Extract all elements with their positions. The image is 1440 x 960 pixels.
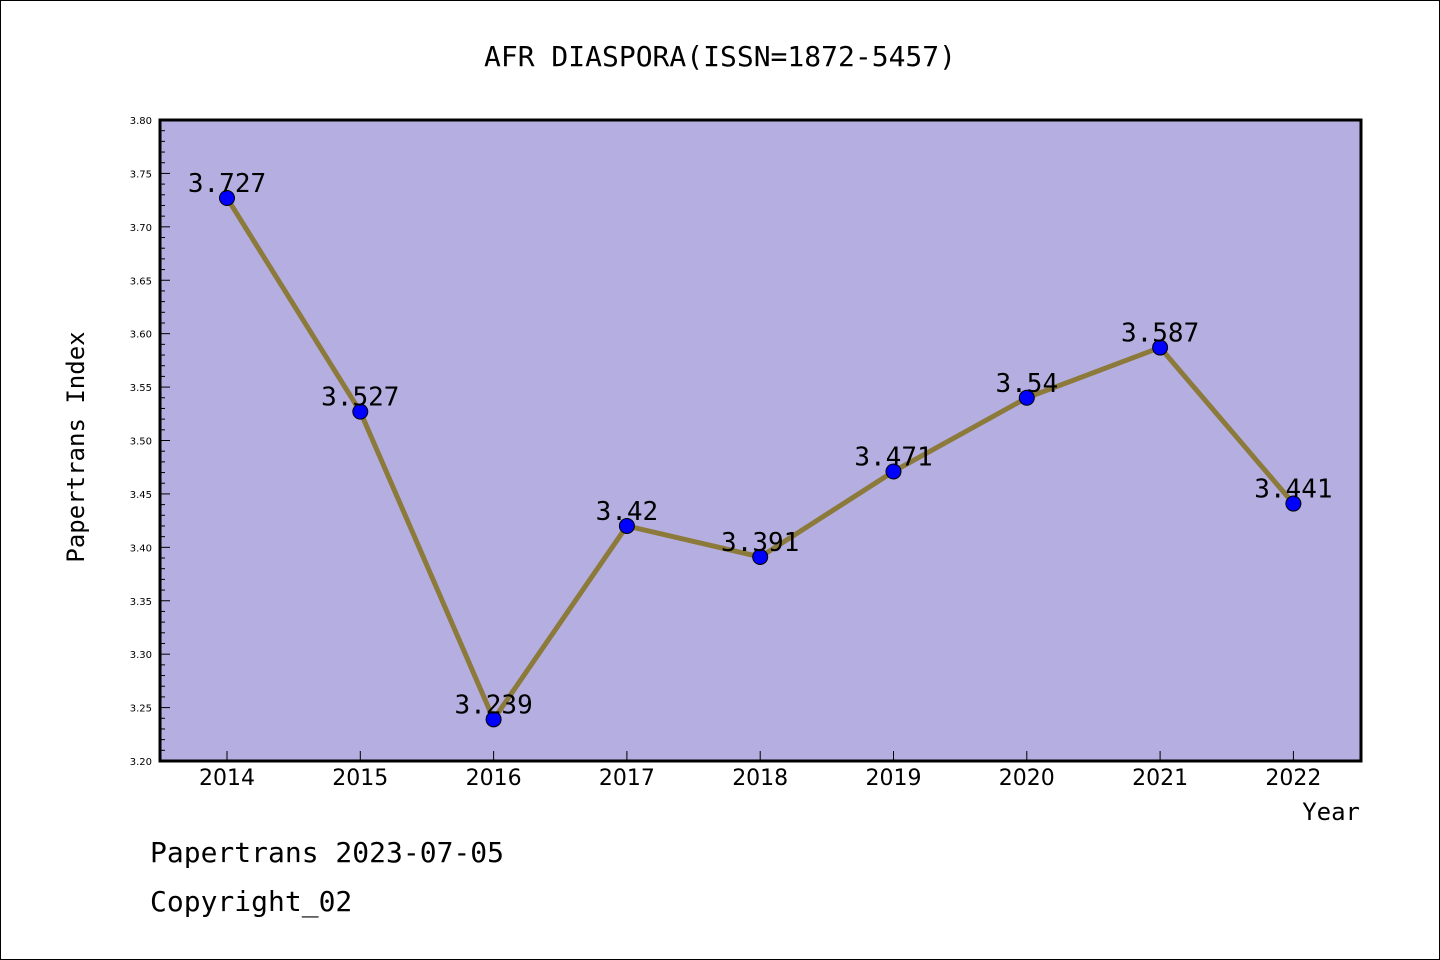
x-tick-label: 2020 <box>999 766 1055 791</box>
data-label: 3.239 <box>454 690 532 720</box>
data-point <box>219 189 235 206</box>
y-tick-label: 3.50 <box>130 437 152 448</box>
y-tick-label: 3.60 <box>130 330 152 341</box>
y-axis-label: Papertrans Index <box>62 331 90 562</box>
data-label: 3.391 <box>721 528 799 558</box>
y-tick-label: 3.40 <box>130 543 152 554</box>
data-point <box>1152 339 1169 356</box>
x-tick-label: 2015 <box>332 766 388 791</box>
x-axis: 2014 2015 2016 2017 2018 2019 2020 2021 2022 <box>199 751 1321 791</box>
y-tick-label: 3.25 <box>130 704 152 715</box>
data-label: 3.727 <box>188 169 266 199</box>
chart-title: AFR DIASPORA(ISSN=1872-5457) <box>484 40 956 73</box>
y-tick-label: 3.80 <box>130 116 152 127</box>
data-label: 3.54 <box>995 369 1058 399</box>
data-label: 3.42 <box>596 497 659 527</box>
y-tick-label: 3.75 <box>130 169 152 180</box>
data-label: 3.527 <box>321 383 399 413</box>
y-tick-label: 3.20 <box>130 757 152 768</box>
data-point <box>1018 389 1035 406</box>
x-tick-label: 2019 <box>866 766 922 791</box>
plot-area <box>158 118 1363 763</box>
data-point <box>352 403 369 420</box>
y-tick-label: 3.30 <box>130 650 152 661</box>
y-axis: 3.20 3.25 3.30 3.35 3.40 3.45 3.50 3.55 3.60 3.65… <box>130 116 170 768</box>
y-tick-label: 3.35 <box>130 597 152 608</box>
data-point <box>752 548 769 565</box>
x-tick-label: 2014 <box>199 766 255 791</box>
data-point <box>618 517 635 534</box>
footer-date-text: Papertrans 2023-07-05 <box>150 836 505 869</box>
series-group <box>219 189 1302 728</box>
x-tick-label: 2022 <box>1265 766 1321 791</box>
x-axis-label: Year <box>1302 798 1360 826</box>
data-label: 3.441 <box>1254 475 1332 505</box>
data-point <box>885 463 902 480</box>
footer-copyright-text: Copyright_02 <box>150 885 353 918</box>
data-point <box>485 711 502 728</box>
y-tick-label: 3.65 <box>130 276 152 287</box>
y-tick-label: 3.55 <box>130 383 152 394</box>
data-labels: 3.727 3.527 3.239 3.42 3.391 3.471 3.54 3.587 3.… <box>188 169 1333 720</box>
data-point <box>1285 495 1302 512</box>
y-tick-label: 3.45 <box>130 490 152 501</box>
x-tick-label: 2018 <box>732 766 788 791</box>
x-tick-label: 2017 <box>599 766 655 791</box>
data-label: 3.587 <box>1121 319 1199 349</box>
data-label: 3.471 <box>854 442 932 472</box>
y-tick-label: 3.70 <box>130 223 152 234</box>
x-tick-label: 2016 <box>466 766 522 791</box>
x-tick-label: 2021 <box>1132 766 1188 791</box>
